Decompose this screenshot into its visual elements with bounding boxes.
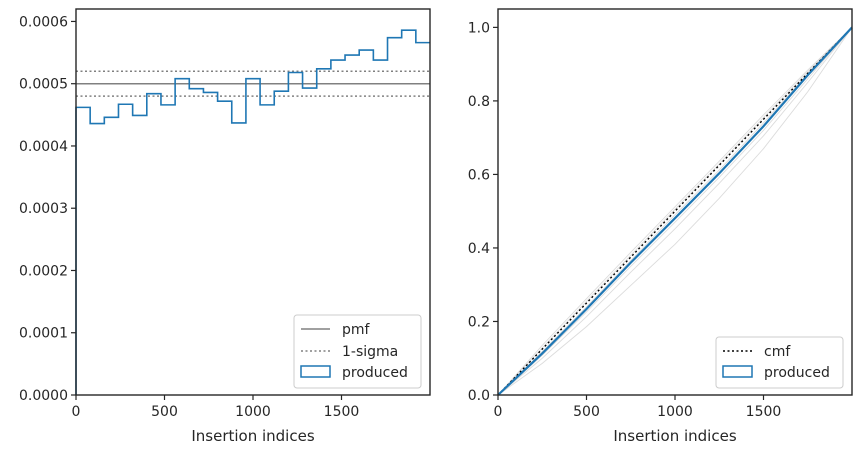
- left-y-tick-label: 0.0003: [19, 201, 68, 217]
- right-y-tick-label: 0.0: [468, 388, 490, 404]
- background-curve-3: [497, 27, 853, 396]
- left-x-axis-label: Insertion indices: [191, 427, 314, 445]
- legend-produced-label: produced: [342, 365, 408, 381]
- left-y-tick-label: 0.0002: [19, 263, 68, 279]
- legend-pmf-label: pmf: [342, 322, 371, 338]
- right-legend: cmf produced: [715, 336, 844, 389]
- right-y-tick-label: 0.8: [468, 94, 490, 110]
- legend-produced-label-right: produced: [764, 365, 830, 381]
- left-y-ticks: 0.0000 0.0001 0.0002 0.0003 0.0004 0.0005 0.00…: [19, 14, 76, 404]
- left-y-tick-label: 0.0000: [19, 388, 68, 404]
- series-produced-step-histogram: [75, 29, 430, 395]
- left-x-tick-label: 1500: [324, 404, 360, 420]
- left-y-tick-label: 0.0001: [19, 326, 68, 342]
- right-chart: 0 500 1000 1500 0.0 0.2 0.4 0.6 0.8 1.0 Insertio…: [468, 8, 853, 445]
- left-y-tick-label: 0.0005: [19, 77, 68, 93]
- right-x-axis-label: Insertion indices: [613, 427, 736, 445]
- right-x-tick-label: 0: [494, 404, 503, 420]
- left-chart: 0 500 1000 1500 0.00000.00010.00020.00030.0…: [19, 8, 431, 445]
- left-series-marks: [75, 29, 430, 395]
- background-curve-5: [497, 27, 853, 396]
- right-x-tick-label: 1500: [746, 404, 782, 420]
- background-curve-0: [497, 27, 853, 396]
- left-x-tick-label: 0: [72, 404, 81, 420]
- legend-cmf-label: cmf: [764, 344, 791, 360]
- right-y-tick-label: 0.4: [468, 241, 490, 257]
- background-curve-2: [497, 27, 853, 396]
- legend-produced-swatch: [300, 365, 331, 378]
- background-curve-1: [497, 27, 853, 396]
- right-x-tick-label: 500: [573, 404, 600, 420]
- left-legend: pmf 1-sigma produced: [293, 314, 422, 389]
- left-reference-lines: [76, 70, 430, 97]
- right-y-tick-label: 0.2: [468, 314, 490, 330]
- right-legend-box: [715, 336, 844, 389]
- right-background-curves: [497, 27, 853, 396]
- right-y-ticks: 0.0 0.2 0.4 0.6 0.8 1.0: [468, 20, 498, 404]
- legend-1-sigma-label: 1-sigma: [342, 344, 398, 360]
- left-y-tick-label: 0.0004: [19, 139, 68, 155]
- left-x-tick-label: 500: [151, 404, 178, 420]
- right-x-tick-label: 1000: [657, 404, 693, 420]
- series-produced-line: [497, 26, 853, 396]
- legend-produced-swatch-right: [722, 365, 753, 378]
- right-series-marks: [497, 26, 853, 396]
- right-plot-background: [498, 9, 852, 395]
- background-curve-4: [497, 27, 853, 396]
- left-x-tick-label: 1000: [235, 404, 271, 420]
- right-x-ticks: 0 500 1000 1500: [494, 395, 782, 420]
- left-legend-box: [293, 314, 422, 389]
- right-y-tick-label: 1.0: [468, 20, 490, 36]
- right-y-tick-label: 0.6: [468, 167, 490, 183]
- left-x-ticks: 0 500 1000 1500: [72, 395, 360, 420]
- left-y-tick-label: 0.0006: [19, 14, 68, 30]
